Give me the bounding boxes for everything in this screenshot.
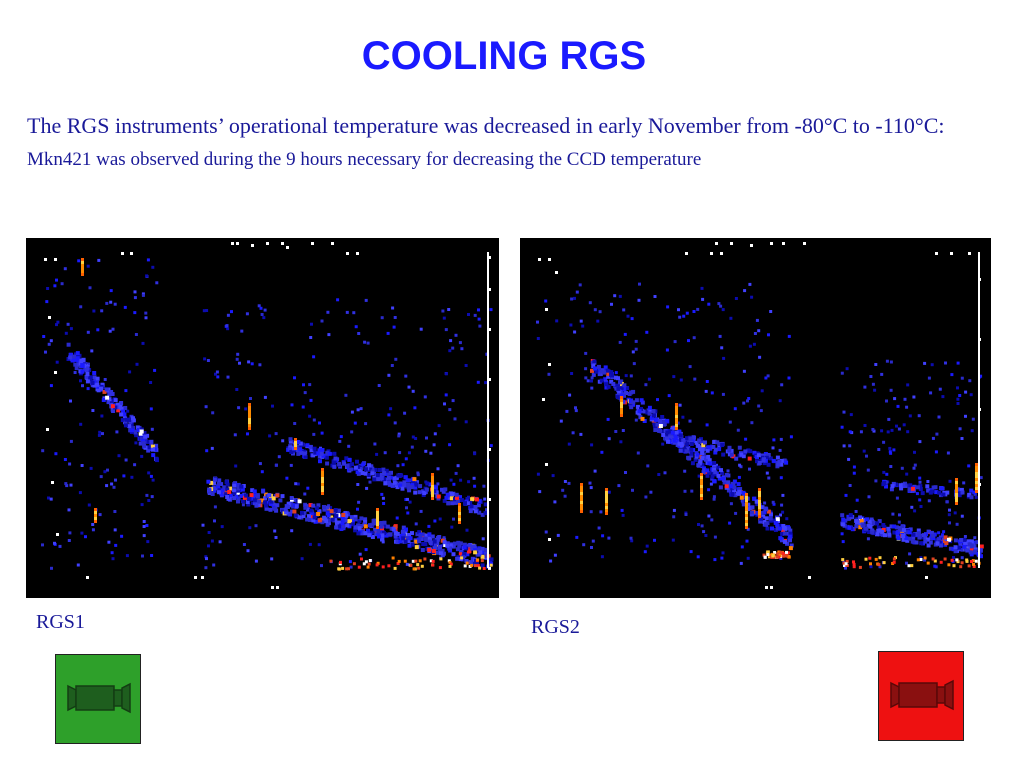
play-movie-button-right[interactable] <box>878 651 964 741</box>
rgs2-detector-image <box>536 242 984 589</box>
rgs2-image <box>520 238 991 598</box>
rgs2-caption: RGS2 <box>531 616 580 638</box>
play-movie-button-left[interactable] <box>55 654 141 744</box>
camera-icon <box>67 682 131 714</box>
rgs1-detector-image <box>41 242 494 589</box>
slide-title: COOLING RGS <box>361 34 647 78</box>
description-detail: Mkn421 was observed during the 9 hours n… <box>27 149 702 170</box>
rgs1-caption: RGS1 <box>36 611 85 633</box>
description-main: The RGS instruments’ operational tempera… <box>27 113 945 138</box>
camera-icon <box>890 679 954 711</box>
rgs1-image <box>26 238 499 598</box>
slide-description: The RGS instruments’ operational tempera… <box>27 110 957 176</box>
